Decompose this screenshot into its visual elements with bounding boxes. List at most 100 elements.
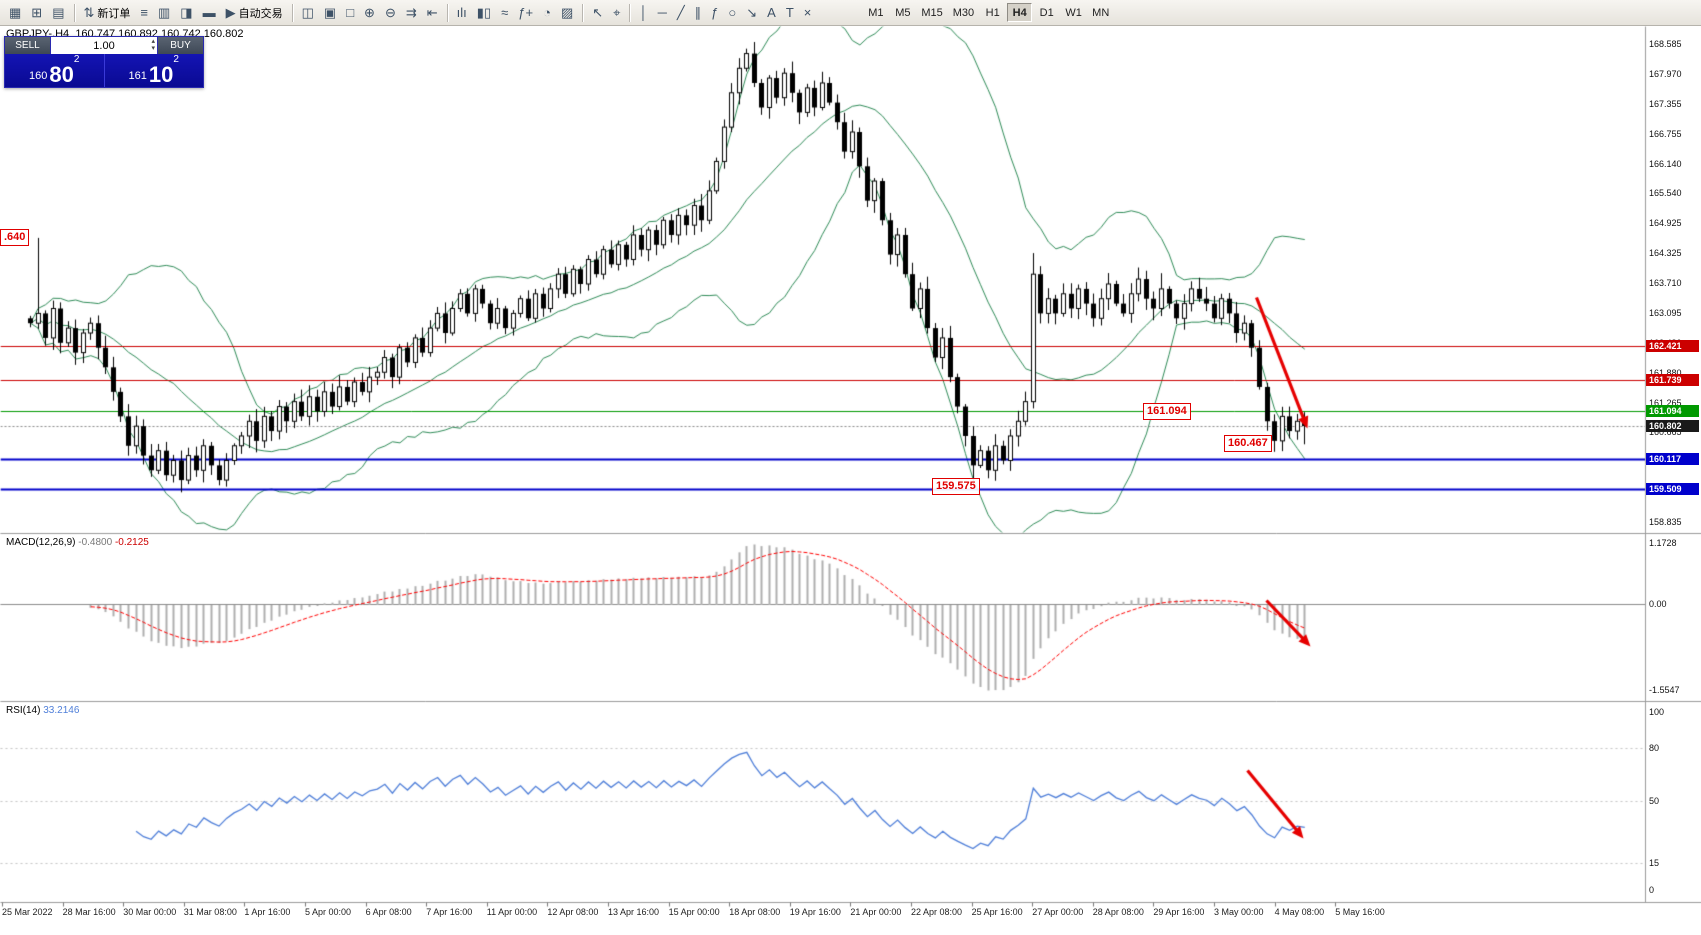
auto-trading-button[interactable]: ▶ 自动交易 <box>222 2 287 23</box>
rsi-value: 33.2146 <box>43 705 80 716</box>
date-label: 28 Mar 16:00 <box>62 907 116 917</box>
tile-windows-icon: ◫ <box>301 5 314 20</box>
buy-price-sup: 2 <box>173 54 179 65</box>
timeframe-m5[interactable]: M5 <box>890 3 915 22</box>
price-axis-tick: 164.325 <box>1649 247 1682 258</box>
bar-chart-icon[interactable]: ılı <box>453 2 471 23</box>
maximize-chart-icon[interactable]: □ <box>342 2 358 23</box>
chart-profiles-icon[interactable]: ▤ <box>48 2 68 23</box>
timeframe-m30[interactable]: M30 <box>949 3 978 22</box>
sell-button[interactable]: SELL <box>5 37 51 54</box>
rsi-axis-tick: 15 <box>1649 858 1660 869</box>
price-badge[interactable]: 162.421 <box>1646 340 1699 352</box>
macd-main-value: -0.4800 <box>78 537 113 548</box>
buy-price-button[interactable]: 161 10 2 <box>105 54 204 87</box>
buy-button[interactable]: BUY <box>157 37 203 54</box>
shapes-icon[interactable]: ○ <box>724 2 740 23</box>
terminal-panel-icon: ▬ <box>202 5 216 20</box>
new-order-button[interactable]: ⇅ 新订单 <box>80 2 135 23</box>
rsi-axis-tick: 80 <box>1649 742 1660 753</box>
timeframe-w1[interactable]: W1 <box>1061 3 1086 22</box>
toolbar-separator <box>446 3 448 22</box>
volume-increase-button[interactable]: ▴ <box>151 38 155 45</box>
macd-signal-value: -0.2125 <box>114 537 149 548</box>
volume-decrease-button[interactable]: ▾ <box>151 45 155 52</box>
new-chart-icon[interactable]: ⊞ <box>27 2 46 23</box>
volume-input[interactable]: 1.00 ▴ ▾ <box>51 37 157 54</box>
date-label: 22 Apr 08:00 <box>911 907 963 917</box>
price-annotation[interactable]: 161.094 <box>1143 403 1191 420</box>
cascade-windows-icon[interactable]: ▣ <box>320 2 340 23</box>
data-window-icon[interactable]: ▥ <box>154 2 174 23</box>
new-chart-icon: ⊞ <box>31 5 43 20</box>
left-price-label[interactable]: .640 <box>0 229 30 247</box>
date-label: 19 Apr 16:00 <box>789 907 841 917</box>
shapes-icon: ○ <box>728 5 737 20</box>
one-click-trading-panel: SELL 1.00 ▴ ▾ BUY 160 80 2 161 10 2 <box>4 36 204 88</box>
timeframe-m1[interactable]: M1 <box>863 3 888 22</box>
trendline-icon[interactable]: ╱ <box>673 2 689 23</box>
price-axis-tick: 165.540 <box>1649 188 1682 199</box>
chart-window-icon: ▦ <box>9 5 22 20</box>
price-annotation[interactable]: 160.467 <box>1224 435 1272 452</box>
macd-name: MACD(12,26,9) <box>6 537 76 548</box>
indicators-icon[interactable]: ƒ+ <box>514 2 537 23</box>
price-axis-tick: 167.970 <box>1649 69 1682 80</box>
timeframe-d1[interactable]: D1 <box>1034 3 1059 22</box>
price-badge[interactable]: 161.094 <box>1646 405 1699 417</box>
line-chart-icon[interactable]: ≈ <box>497 2 512 23</box>
periods-icon[interactable]: ◔ <box>539 2 555 23</box>
price-axis-tick: 161.265 <box>1649 397 1682 408</box>
zoom-in-icon: ⊕ <box>364 5 375 20</box>
bar-chart-icon: ılı <box>456 5 467 20</box>
templates-icon[interactable]: ▨ <box>557 2 577 23</box>
delete-objects-icon[interactable]: × <box>800 2 816 23</box>
date-label: 30 Mar 00:00 <box>123 907 177 917</box>
equidistant-channel-icon[interactable]: ∥ <box>691 2 706 23</box>
price-badge[interactable]: 161.739 <box>1646 374 1699 386</box>
tile-windows-icon[interactable]: ◫ <box>298 2 318 23</box>
market-watch-icon: ≡ <box>140 5 148 20</box>
text-icon[interactable]: A <box>763 2 780 23</box>
price-badge[interactable]: 160.802 <box>1646 420 1699 432</box>
cursor-icon[interactable]: ↖ <box>588 2 607 23</box>
sell-price-sup: 2 <box>73 54 80 65</box>
periods-icon: ◔ <box>543 5 551 20</box>
price-axis-tick: 167.355 <box>1649 99 1682 110</box>
vertical-line-icon[interactable]: │ <box>635 2 651 23</box>
macd-axis-tick: 1.1728 <box>1649 538 1677 548</box>
zoom-in-icon[interactable]: ⊕ <box>360 2 379 23</box>
zoom-out-icon[interactable]: ⊖ <box>381 2 400 23</box>
chart-window-icon[interactable]: ▦ <box>5 2 25 23</box>
price-axis-tick: 168.585 <box>1649 39 1682 49</box>
price-axis-tick: 160.665 <box>1649 427 1682 438</box>
timeframe-h4[interactable]: H4 <box>1007 3 1033 22</box>
cursor-icon: ↖ <box>592 5 604 20</box>
arrows-icon[interactable]: ↘ <box>742 2 761 23</box>
price-annotation[interactable]: 159.575 <box>932 478 980 495</box>
fibonacci-icon[interactable]: ƒ <box>707 2 722 23</box>
crosshair-icon[interactable]: ⌖ <box>609 2 624 23</box>
timeframe-mn[interactable]: MN <box>1088 3 1113 22</box>
sell-price-button[interactable]: 160 80 2 <box>5 54 105 87</box>
trade-panel-header-row: SELL 1.00 ▴ ▾ BUY <box>5 37 203 54</box>
auto-trading-button-icon: ▶ <box>225 5 236 20</box>
timeframe-m15[interactable]: M15 <box>917 3 946 22</box>
price-badge[interactable]: 159.509 <box>1646 483 1699 495</box>
timeframe-h1[interactable]: H1 <box>980 3 1005 22</box>
toolbar-separator <box>291 3 293 22</box>
text-label-icon[interactable]: T <box>782 2 798 23</box>
date-label: 27 Apr 00:00 <box>1032 907 1084 917</box>
navigator-icon[interactable]: ◨ <box>176 2 196 23</box>
terminal-panel-icon[interactable]: ▬ <box>199 2 220 23</box>
horizontal-line-icon[interactable]: ─ <box>654 2 671 23</box>
fibonacci-icon: ƒ <box>711 5 719 20</box>
market-watch-icon[interactable]: ≡ <box>136 2 152 23</box>
equidistant-channel-icon: ∥ <box>694 5 702 20</box>
chart-shift-icon[interactable]: ⇤ <box>423 2 442 23</box>
auto-scroll-icon[interactable]: ⇉ <box>402 2 421 23</box>
price-badge[interactable]: 160.117 <box>1646 453 1699 465</box>
candlestick-chart-icon[interactable]: ▮▯ <box>473 2 495 23</box>
date-label: 25 Apr 16:00 <box>971 907 1023 917</box>
